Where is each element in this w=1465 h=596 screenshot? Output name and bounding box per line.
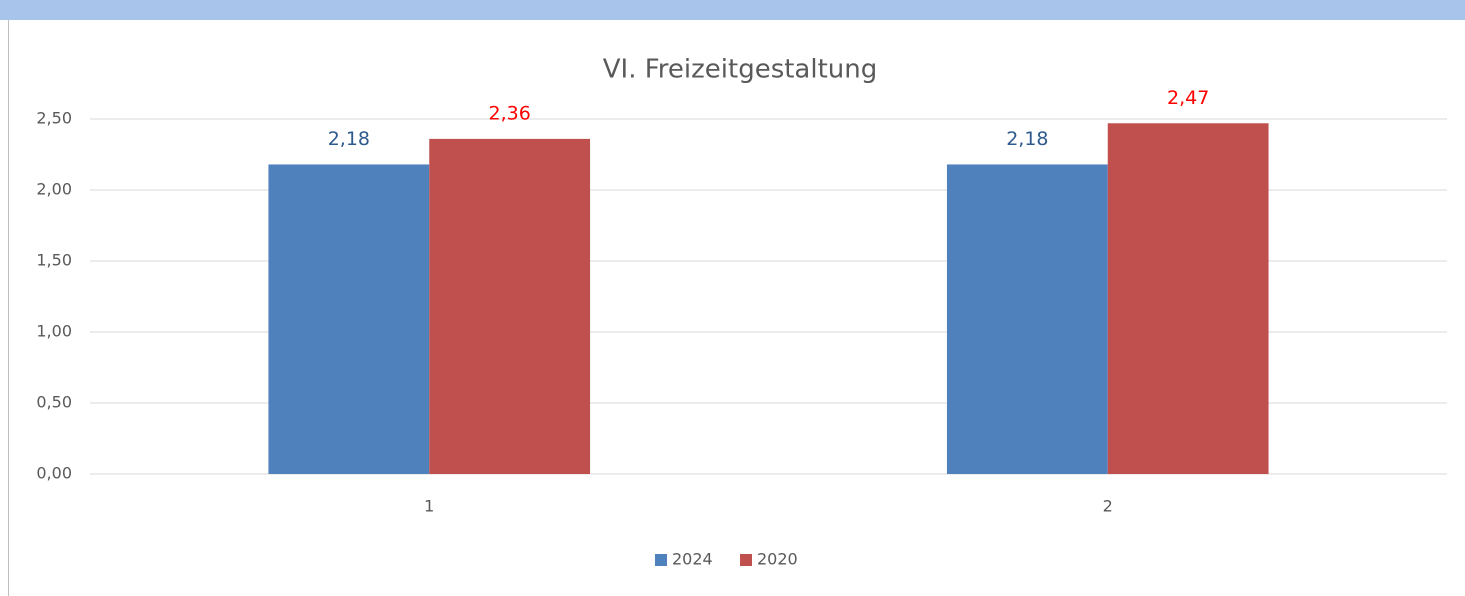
bar bbox=[429, 138, 591, 474]
bar bbox=[1107, 123, 1269, 474]
y-tick-label: 1,00 bbox=[36, 322, 72, 341]
y-tick-label: 2,00 bbox=[36, 180, 72, 199]
y-tick-label: 0,00 bbox=[36, 464, 72, 483]
x-tick-label: 2 bbox=[1103, 497, 1113, 516]
data-label: 2,18 bbox=[328, 128, 370, 150]
bar bbox=[268, 164, 430, 474]
legend-swatch bbox=[655, 554, 667, 566]
data-label: 2,47 bbox=[1167, 87, 1209, 109]
legend-label: 2020 bbox=[757, 550, 798, 569]
y-tick-label: 1,50 bbox=[36, 251, 72, 270]
y-tick-label: 2,50 bbox=[36, 109, 72, 128]
data-label: 2,18 bbox=[1006, 128, 1048, 150]
x-tick-label: 1 bbox=[424, 497, 434, 516]
top-bar bbox=[0, 0, 1465, 20]
legend-swatch bbox=[740, 554, 752, 566]
chart-title: VI. Freizeitgestaltung bbox=[603, 55, 878, 85]
legend-label: 2024 bbox=[672, 550, 713, 569]
y-tick-label: 0,50 bbox=[36, 393, 72, 412]
data-label: 2,36 bbox=[488, 102, 530, 124]
bar bbox=[946, 164, 1108, 474]
